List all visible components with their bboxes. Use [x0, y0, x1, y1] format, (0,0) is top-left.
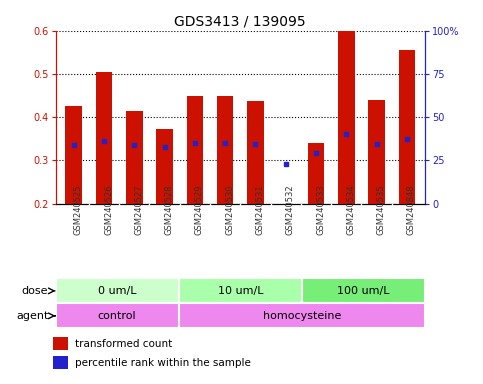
- Text: GSM240525: GSM240525: [74, 184, 83, 235]
- Bar: [156, 129, 173, 204]
- Text: GSM240527: GSM240527: [134, 184, 143, 235]
- Text: control: control: [98, 311, 136, 321]
- Bar: [56, 303, 179, 328]
- Text: GSM240528: GSM240528: [165, 184, 173, 235]
- Text: dose: dose: [22, 286, 48, 296]
- Text: agent: agent: [16, 311, 48, 321]
- Text: GSM240530: GSM240530: [225, 184, 234, 235]
- Bar: [368, 100, 385, 204]
- Text: GSM240532: GSM240532: [286, 184, 295, 235]
- Bar: [247, 101, 264, 204]
- Text: 10 um/L: 10 um/L: [217, 286, 263, 296]
- Text: percentile rank within the sample: percentile rank within the sample: [75, 358, 251, 368]
- Bar: [338, 31, 355, 204]
- Text: GSM240526: GSM240526: [104, 184, 113, 235]
- Text: GSM240529: GSM240529: [195, 184, 204, 235]
- Title: GDS3413 / 139095: GDS3413 / 139095: [174, 14, 306, 28]
- Bar: [96, 72, 113, 204]
- Bar: [179, 278, 302, 303]
- Text: homocysteine: homocysteine: [263, 311, 341, 321]
- Bar: [179, 303, 425, 328]
- Bar: [56, 278, 179, 303]
- Text: 0 um/L: 0 um/L: [98, 286, 136, 296]
- Bar: [186, 96, 203, 204]
- Bar: [302, 278, 425, 303]
- Text: 100 um/L: 100 um/L: [337, 286, 390, 296]
- Bar: [53, 356, 68, 369]
- Text: GSM240848: GSM240848: [407, 184, 416, 235]
- Bar: [217, 96, 233, 204]
- Bar: [308, 143, 325, 204]
- Bar: [398, 50, 415, 204]
- Text: GSM240534: GSM240534: [346, 184, 355, 235]
- Text: GSM240533: GSM240533: [316, 184, 325, 235]
- Text: GSM240535: GSM240535: [377, 184, 385, 235]
- Bar: [65, 106, 82, 204]
- Bar: [126, 111, 142, 204]
- Text: transformed count: transformed count: [75, 339, 172, 349]
- Text: GSM240531: GSM240531: [256, 184, 264, 235]
- Bar: [53, 337, 68, 350]
